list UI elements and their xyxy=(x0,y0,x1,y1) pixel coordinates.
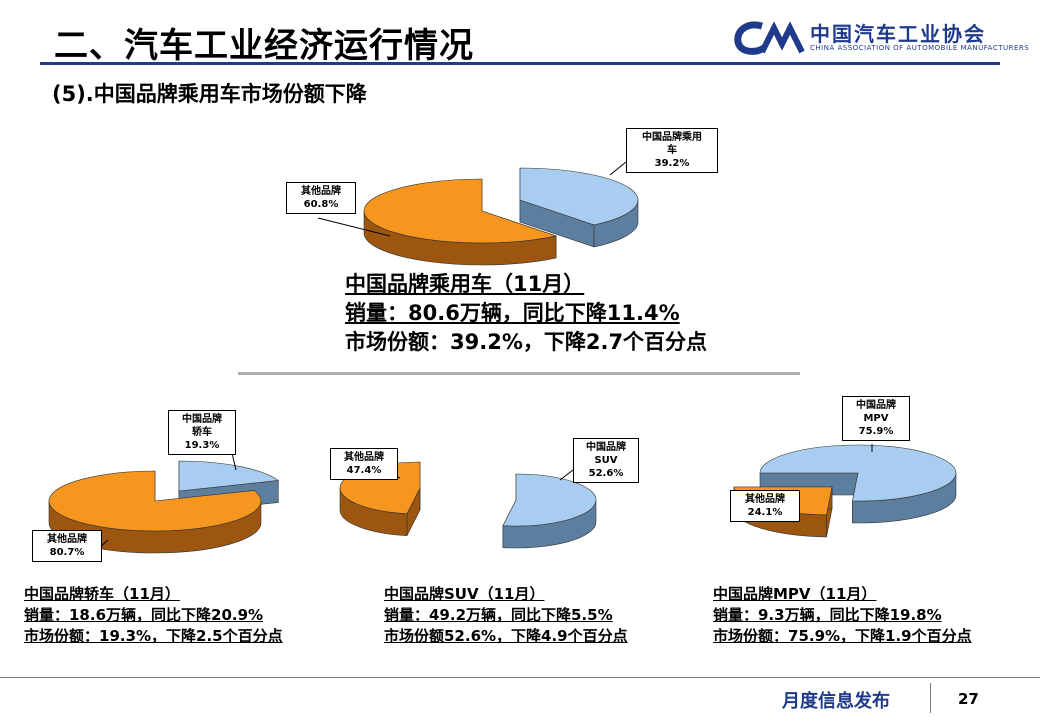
suv-info-sales: 销量：49.2万辆，同比下降5.5% xyxy=(384,606,613,624)
section-divider xyxy=(238,372,800,375)
suv-slice-0 xyxy=(502,473,597,549)
sedan-info: 中国品牌轿车（11月） 销量：18.6万辆，同比下降20.9% 市场份额：19.… xyxy=(24,584,283,647)
logo: 中国汽车工业协会 CHINA ASSOCIATION OF AUTOMOBILE… xyxy=(732,18,1029,58)
mpv-info-sales: 销量：9.3万辆，同比下降19.8% xyxy=(713,606,942,624)
mpv-slice-1-label-line-0: 其他品牌 xyxy=(745,494,785,505)
sedan-pie xyxy=(48,435,280,554)
footer-rule xyxy=(0,677,1040,678)
sedan-slice-0-label: 中国品牌轿车 19.3% xyxy=(168,410,236,455)
suv-slice-0-label: 中国品牌 SUV 52.6% xyxy=(573,438,639,483)
suv-slice-1-label-line-0: 其他品牌 xyxy=(344,452,384,463)
passenger-slice-0-label-line-1: 车 xyxy=(667,145,677,156)
passenger-slice-0-label-line-0: 中国品牌乘用 xyxy=(642,132,702,143)
passenger-leader-0 xyxy=(609,161,627,176)
footer-text: 月度信息发布 xyxy=(782,691,890,712)
passenger-slice-1-label: 其他品牌 60.8% xyxy=(286,182,356,214)
passenger-leader-1 xyxy=(317,217,391,237)
passenger-slice-1-label-line-0: 其他品牌 xyxy=(301,186,341,197)
passenger-slice-1 xyxy=(363,178,558,266)
mpv-info: 中国品牌MPV（11月） 销量：9.3万辆，同比下降19.8% 市场份额：75.… xyxy=(713,584,972,647)
passenger-slice-1-value: 60.8% xyxy=(303,199,339,210)
logo-name-en: CHINA ASSOCIATION OF AUTOMOBILE MANUFACT… xyxy=(810,44,1030,52)
mpv-slice-0-label-line-0: 中国品牌 xyxy=(856,400,896,411)
suv-info: 中国品牌SUV（11月） 销量：49.2万辆，同比下降5.5% 市场份额52.6… xyxy=(384,584,628,647)
page-title: 二、汽车工业经济运行情况 xyxy=(54,26,474,66)
sedan-info-title: 中国品牌轿车（11月） xyxy=(24,585,180,603)
page-number: 27 xyxy=(958,690,979,708)
suv-info-share: 市场份额52.6%，下降4.9个百分点 xyxy=(384,627,628,645)
passenger-pie xyxy=(317,161,639,266)
suv-slice-0-value: 52.6% xyxy=(588,468,624,479)
suv-slice-0-label-line-1: SUV xyxy=(594,455,618,466)
passenger-slice-0-value: 39.2% xyxy=(654,158,690,169)
mpv-slice-1-value: 24.1% xyxy=(747,507,783,518)
mpv-info-title: 中国品牌MPV（11月） xyxy=(713,585,877,603)
mpv-slice-0-label: 中国品牌 MPV 75.9% xyxy=(842,396,910,441)
sedan-slice-0-label-line-1: 轿车 xyxy=(192,427,212,438)
logo-name-cn: 中国汽车工业协会 xyxy=(810,22,986,46)
mpv-slice-0-value: 75.9% xyxy=(858,426,894,437)
passenger-info: 中国品牌乘用车（11月） 销量：80.6万辆，同比下降11.4% 市场份额：39… xyxy=(345,270,707,357)
sedan-slice-1-value: 80.7% xyxy=(49,547,85,558)
section-subtitle: (5).中国品牌乘用车市场份额下降 xyxy=(52,82,367,106)
mpv-slice-1-label: 其他品牌 24.1% xyxy=(730,490,800,522)
sedan-slice-1-label-line-0: 其他品牌 xyxy=(47,534,87,545)
passenger-info-sales: 销量：80.6万辆，同比下降11.4% xyxy=(345,301,680,325)
suv-slice-1-label: 其他品牌 47.4% xyxy=(330,448,398,480)
passenger-info-share: 市场份额：39.2%，下降2.7个百分点 xyxy=(345,330,708,354)
sedan-slice-0-value: 19.3% xyxy=(184,440,220,451)
mpv-info-share: 市场份额：75.9%，下降1.9个百分点 xyxy=(713,627,972,645)
sedan-slice-1 xyxy=(48,470,262,554)
passenger-slice-0 xyxy=(519,167,639,248)
suv-slice-0-label-line-0: 中国品牌 xyxy=(586,442,626,453)
suv-slice-1-value: 47.4% xyxy=(346,465,382,476)
suv-leader-0 xyxy=(559,469,574,481)
footer-separator xyxy=(930,683,931,713)
sedan-slice-0-label-line-0: 中国品牌 xyxy=(182,414,222,425)
mpv-slice-0-label-line-1: MPV xyxy=(863,413,889,424)
title-rule xyxy=(40,62,1000,65)
sedan-info-share: 市场份额：19.3%，下降2.5个百分点 xyxy=(24,627,283,645)
suv-info-title: 中国品牌SUV（11月） xyxy=(384,585,545,603)
caam-logo-icon xyxy=(734,21,805,55)
sedan-info-sales: 销量：18.6万辆，同比下降20.9% xyxy=(24,606,264,624)
sedan-slice-1-label: 其他品牌 80.7% xyxy=(32,530,102,562)
passenger-info-title: 中国品牌乘用车（11月） xyxy=(345,272,585,296)
passenger-slice-0-label: 中国品牌乘用车 39.2% xyxy=(626,128,718,173)
